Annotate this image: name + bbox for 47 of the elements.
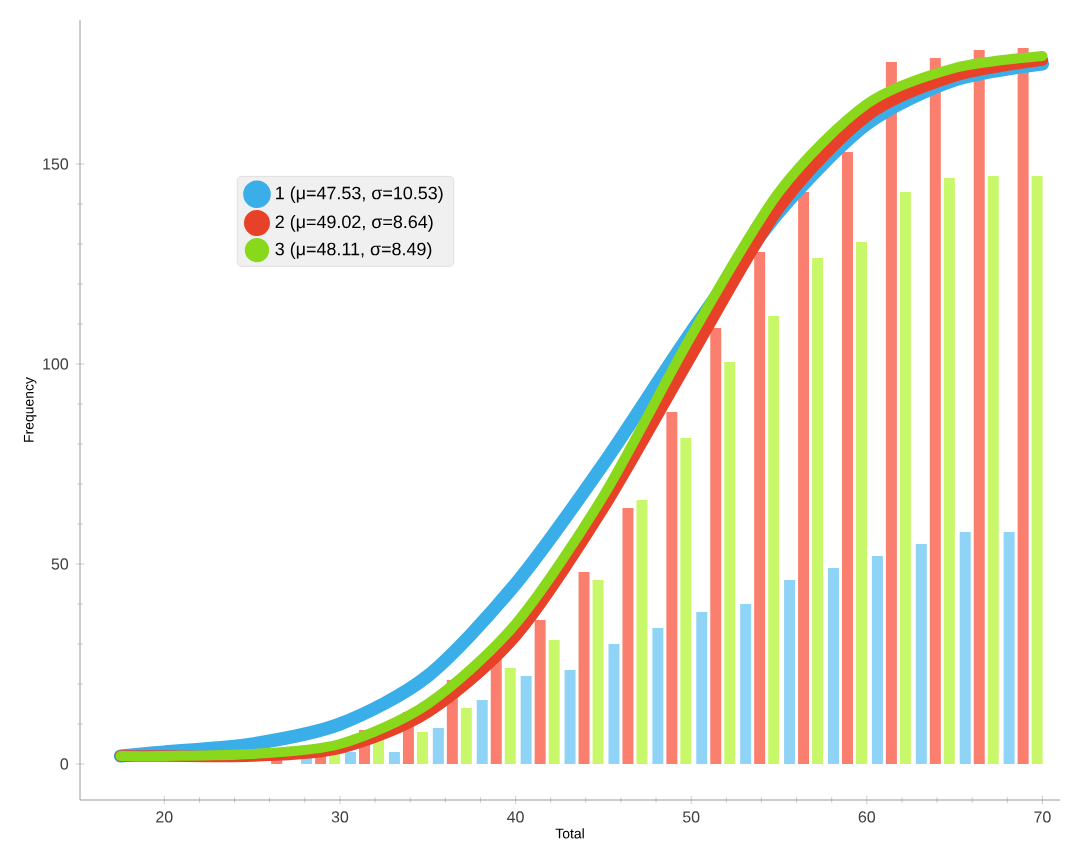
bar	[564, 670, 576, 764]
bar	[899, 191, 911, 764]
bar	[740, 604, 752, 764]
bar	[1017, 47, 1029, 764]
bar	[652, 628, 664, 764]
bar	[856, 241, 867, 764]
bar	[432, 728, 444, 764]
bar	[592, 580, 604, 764]
bar	[784, 580, 796, 764]
bar	[416, 732, 428, 764]
bar	[622, 508, 634, 764]
bar	[798, 191, 810, 764]
bar	[345, 752, 357, 764]
bar	[476, 700, 488, 764]
bar	[696, 612, 708, 764]
bar	[666, 412, 678, 764]
bar	[460, 708, 472, 764]
bar	[1031, 175, 1043, 764]
bar	[520, 676, 532, 764]
bar	[608, 644, 620, 764]
legend-label: 3 (μ=48.11, σ=8.49)	[275, 242, 432, 259]
bar	[885, 61, 897, 764]
legend-label: 2 (μ=49.02, σ=8.64)	[275, 214, 433, 232]
bar	[929, 57, 941, 764]
bar	[754, 251, 766, 764]
bar	[842, 151, 853, 764]
bar	[959, 532, 971, 764]
bar	[987, 175, 999, 764]
bar	[578, 572, 590, 764]
bar	[973, 49, 985, 764]
bar	[943, 177, 955, 764]
bar	[504, 668, 516, 764]
bar	[548, 640, 560, 764]
bar	[812, 257, 824, 764]
bar	[871, 556, 883, 764]
bar	[373, 740, 385, 764]
bar	[680, 438, 692, 764]
bar	[915, 544, 927, 764]
bar	[710, 327, 722, 764]
bar	[534, 620, 546, 764]
bar	[388, 752, 400, 764]
bar	[768, 315, 780, 764]
bar	[724, 362, 736, 764]
bar	[1003, 532, 1015, 764]
bar	[828, 568, 839, 764]
bar	[636, 500, 648, 764]
legend-label: 1 (μ=47.53, σ=10.53)	[276, 186, 443, 203]
